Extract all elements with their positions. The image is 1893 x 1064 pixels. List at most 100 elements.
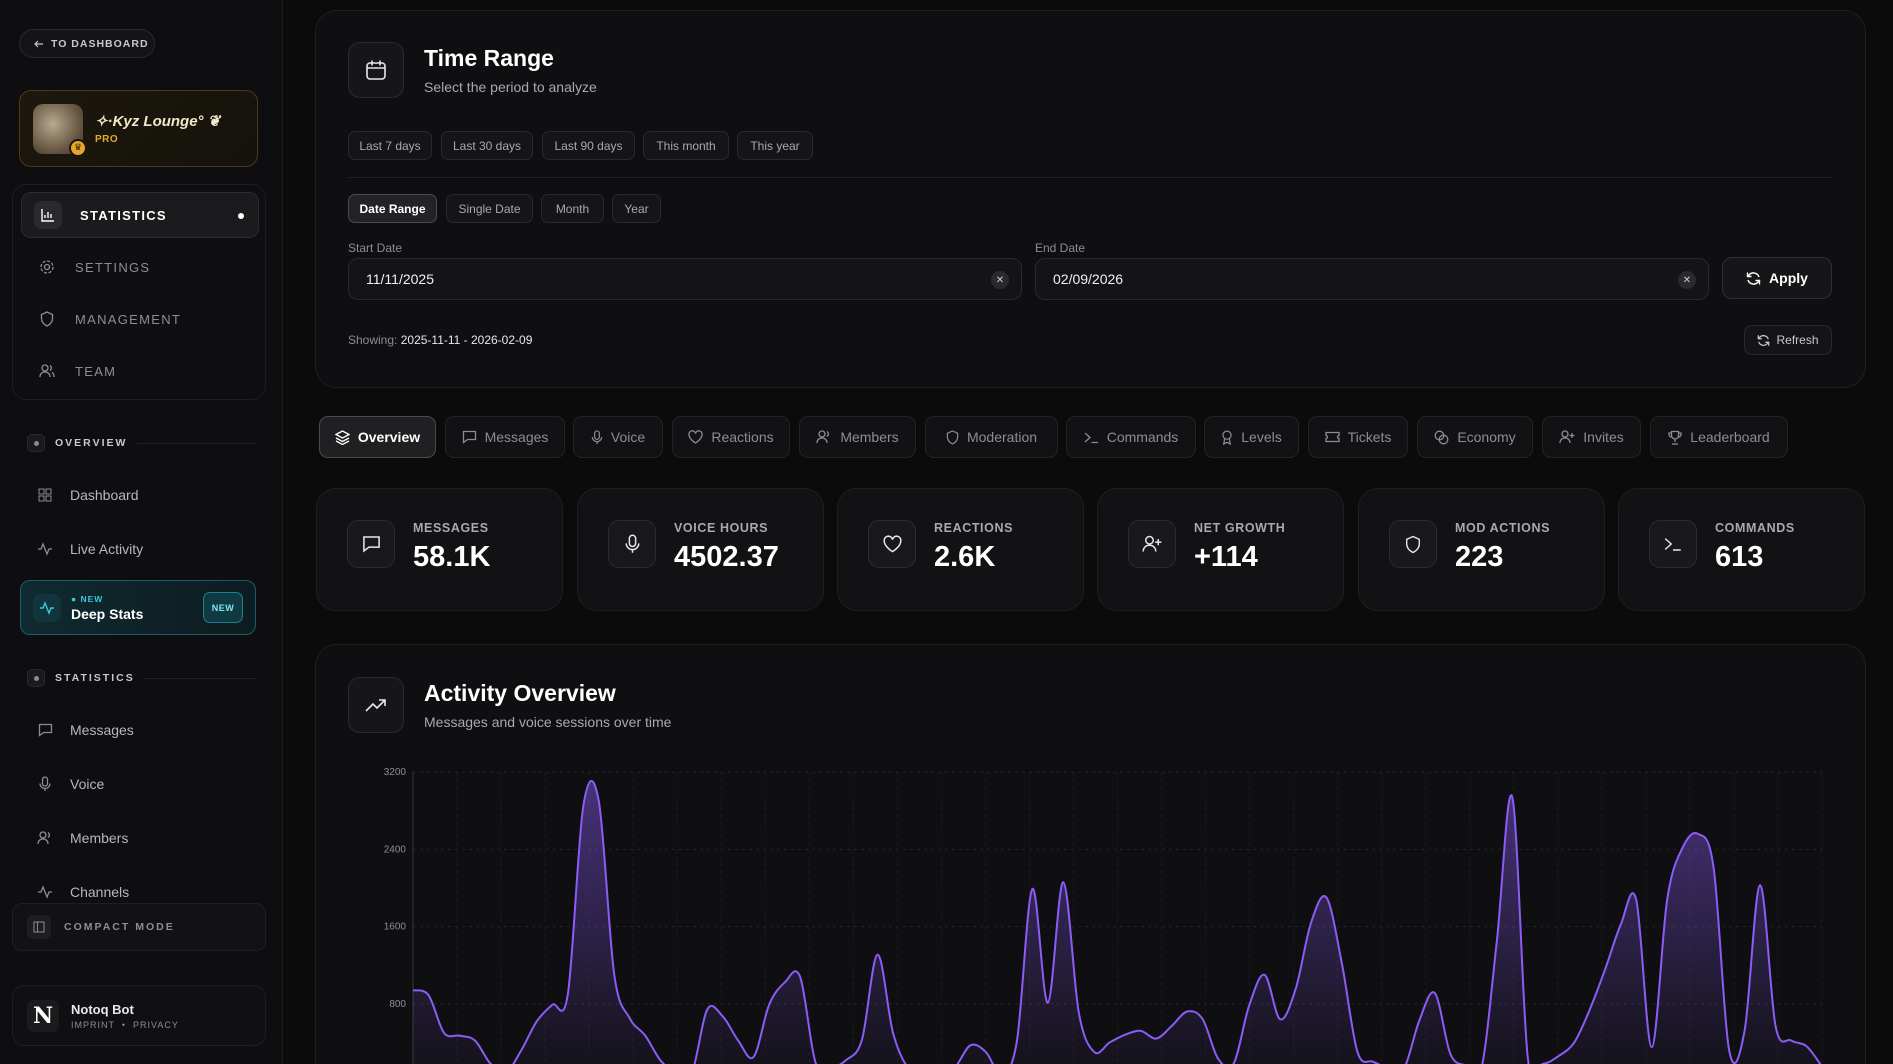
refresh-icon xyxy=(1758,334,1770,346)
sidebar-item-deep-stats[interactable]: ● NEW Deep Stats NEW xyxy=(20,580,256,635)
layers-icon xyxy=(334,429,350,445)
award-icon xyxy=(1222,430,1232,445)
start-date-label: Start Date xyxy=(348,241,403,255)
sidebar-item-messages[interactable]: Messages xyxy=(36,721,134,739)
clear-end-date-icon[interactable]: ✕ xyxy=(1678,271,1696,289)
preset-this-month[interactable]: This month xyxy=(643,131,729,160)
nav-item-statistics[interactable]: STATISTICS xyxy=(21,192,259,238)
stat-label: REACTIONS xyxy=(934,521,1014,535)
calendar-icon xyxy=(348,42,404,98)
sidebar-item-channels[interactable]: Channels xyxy=(36,883,129,901)
section-bullet-icon xyxy=(27,434,45,452)
tab-commands[interactable]: Commands xyxy=(1066,416,1196,458)
tab-voice[interactable]: Voice xyxy=(573,416,663,458)
section-title: OVERVIEW xyxy=(55,437,128,449)
preset-this-year[interactable]: This year xyxy=(737,131,813,160)
stat-card-voice-hours: VOICE HOURS 4502.37 xyxy=(577,488,824,611)
refresh-icon xyxy=(1746,271,1761,285)
activity-icon xyxy=(36,540,54,558)
series-area xyxy=(413,780,1821,1064)
mode-date-range[interactable]: Date Range xyxy=(348,194,437,223)
shield-icon xyxy=(946,429,959,445)
time-range-title: Time Range xyxy=(424,45,554,71)
mic-icon xyxy=(591,429,603,444)
section-title: STATISTICS xyxy=(55,672,135,684)
compact-mode-toggle[interactable]: COMPACT MODE xyxy=(12,903,266,951)
sidebar-item-voice[interactable]: Voice xyxy=(36,775,104,793)
new-badge: NEW xyxy=(203,592,243,623)
refresh-button[interactable]: Refresh xyxy=(1744,325,1832,355)
tab-tickets[interactable]: Tickets xyxy=(1308,416,1408,458)
end-date-input[interactable]: 02/09/2026 ✕ xyxy=(1035,258,1709,300)
start-date-input[interactable]: 11/11/2025 ✕ xyxy=(348,258,1022,300)
sidebar-panel-icon xyxy=(27,915,51,939)
nav-item-settings[interactable]: SETTINGS xyxy=(21,244,259,290)
preset-last-7-days[interactable]: Last 7 days xyxy=(348,131,432,160)
sidebar-item-label: Dashboard xyxy=(70,487,139,503)
coins-icon xyxy=(1434,430,1449,444)
end-date-value: 02/09/2026 xyxy=(1053,271,1124,287)
server-tier-badge: PRO xyxy=(95,134,119,145)
back-label: TO DASHBOARD xyxy=(51,37,149,50)
deep-stats-tag: ● NEW xyxy=(71,593,104,604)
tab-levels[interactable]: Levels xyxy=(1204,416,1299,458)
preset-last-30-days[interactable]: Last 30 days xyxy=(441,131,533,160)
nav-label: TEAM xyxy=(75,363,117,379)
nav-label: MANAGEMENT xyxy=(75,311,182,327)
refresh-label: Refresh xyxy=(1776,333,1819,347)
heart-icon xyxy=(688,430,704,444)
end-date-label: End Date xyxy=(1035,241,1086,255)
user-plus-icon xyxy=(1128,520,1176,568)
bot-name: Notoq Bot xyxy=(71,1001,134,1017)
sidebar-item-members[interactable]: Members xyxy=(36,829,128,847)
link-separator: • xyxy=(118,1019,130,1030)
sidebar-item-dashboard[interactable]: Dashboard xyxy=(36,486,139,504)
server-card[interactable]: ♛ ✧·Kyz Lounge° ❦ PRO xyxy=(19,90,258,167)
sidebar-item-label: Live Activity xyxy=(70,541,144,557)
preset-last-90-days[interactable]: Last 90 days xyxy=(542,131,635,160)
privacy-link[interactable]: PRIVACY xyxy=(133,1019,179,1030)
shield-icon xyxy=(1389,520,1437,568)
stat-label: MOD ACTIONS xyxy=(1455,521,1551,535)
tab-moderation[interactable]: Moderation xyxy=(925,416,1058,458)
tab-overview[interactable]: Overview xyxy=(319,416,436,458)
section-divider xyxy=(144,677,257,679)
nav-item-team[interactable]: TEAM xyxy=(21,348,259,394)
apply-button[interactable]: Apply xyxy=(1722,257,1832,299)
main-nav: STATISTICS SETTINGS MANAGEMENT TEAM xyxy=(12,184,266,400)
trophy-icon xyxy=(1668,430,1682,445)
clear-start-date-icon[interactable]: ✕ xyxy=(991,271,1009,289)
mic-icon xyxy=(36,775,54,793)
sidebar-item-label: Channels xyxy=(70,884,130,900)
stat-label: COMMANDS xyxy=(1715,521,1795,535)
tab-messages[interactable]: Messages xyxy=(445,416,565,458)
back-to-dashboard-button[interactable]: TO DASHBOARD xyxy=(19,29,155,58)
tab-leaderboard[interactable]: Leaderboard xyxy=(1650,416,1788,458)
stat-card-commands: COMMANDS 613 xyxy=(1618,488,1865,611)
y-tick-label: 800 xyxy=(389,999,406,1010)
tab-label: Leaderboard xyxy=(1690,429,1770,445)
stat-value: +114 xyxy=(1194,541,1258,573)
imprint-link[interactable]: IMPRINT xyxy=(71,1019,115,1030)
mode-month[interactable]: Month xyxy=(541,194,604,223)
tab-label: Levels xyxy=(1241,429,1282,445)
stat-card-messages: MESSAGES 58.1K xyxy=(316,488,563,611)
tab-members[interactable]: Members xyxy=(799,416,916,458)
nav-item-management[interactable]: MANAGEMENT xyxy=(21,296,259,342)
tab-label: Invites xyxy=(1583,429,1624,445)
bot-card: N Notoq Bot IMPRINT • PRIVACY xyxy=(12,985,266,1046)
tab-label: Tickets xyxy=(1347,429,1392,445)
tab-invites[interactable]: Invites xyxy=(1542,416,1641,458)
tab-economy[interactable]: Economy xyxy=(1417,416,1533,458)
mode-single-date[interactable]: Single Date xyxy=(446,194,533,223)
tab-label: Economy xyxy=(1457,429,1516,445)
stat-label: VOICE HOURS xyxy=(674,521,769,535)
bot-logo: N xyxy=(27,999,59,1032)
message-icon xyxy=(462,430,476,444)
server-avatar: ♛ xyxy=(33,103,87,157)
sidebar-item-live-activity[interactable]: Live Activity xyxy=(36,540,143,558)
mode-year[interactable]: Year xyxy=(612,194,661,223)
bar-chart-icon xyxy=(34,201,62,229)
crown-icon: ♛ xyxy=(69,138,87,157)
tab-reactions[interactable]: Reactions xyxy=(672,416,790,458)
